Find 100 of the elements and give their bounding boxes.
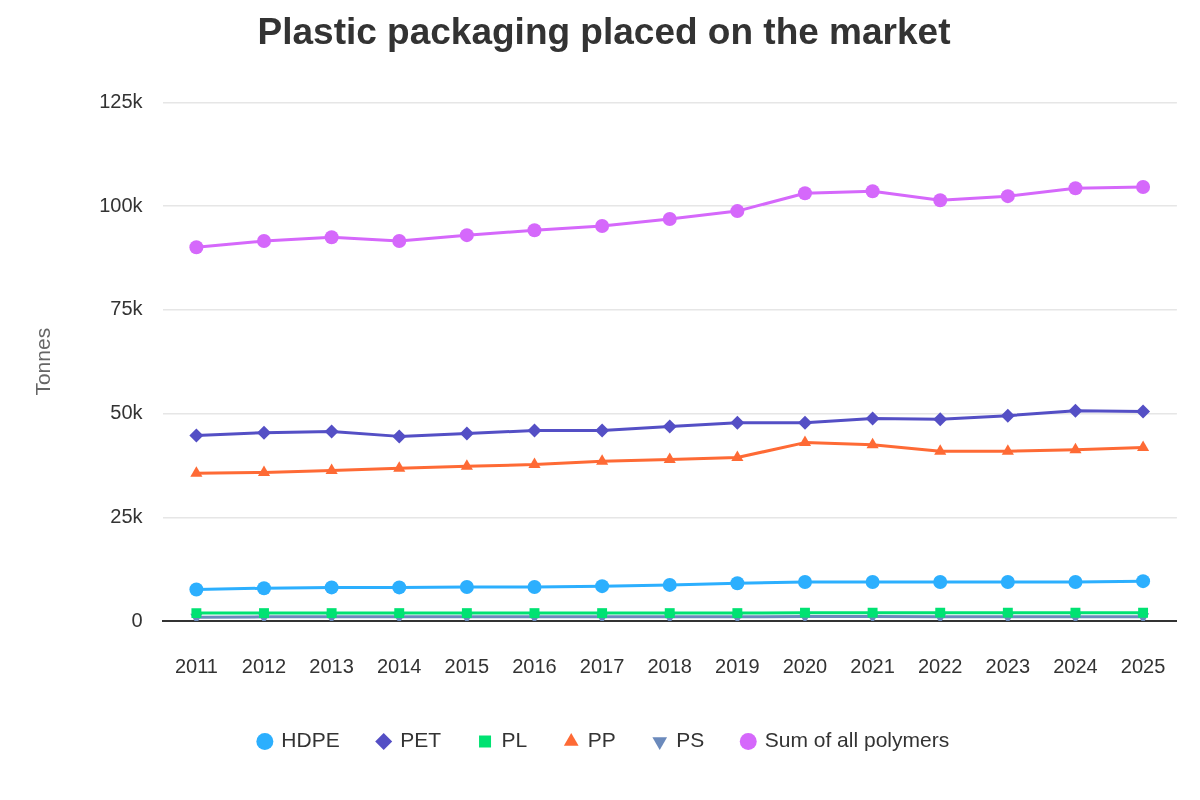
legend-label: PP <box>587 728 616 752</box>
x-tick-label: 2015 <box>444 654 490 677</box>
point <box>797 186 812 201</box>
y-tick-label: 25k <box>110 504 144 527</box>
point <box>527 423 542 438</box>
legend-label: PL <box>501 728 528 752</box>
point <box>664 608 675 619</box>
y-tick-label: 0 <box>131 608 143 631</box>
point <box>259 608 269 619</box>
point <box>800 607 810 618</box>
x-tick-label: 2011 <box>174 654 218 677</box>
point <box>324 230 339 245</box>
point <box>662 419 677 434</box>
point <box>1000 575 1015 589</box>
point <box>392 233 407 248</box>
point <box>730 204 745 219</box>
point <box>663 452 676 464</box>
y-tick-label: 100k <box>99 193 144 216</box>
point <box>933 193 948 208</box>
x-tick-label: 2017 <box>579 654 625 677</box>
point <box>1136 404 1151 419</box>
point <box>528 457 541 469</box>
point <box>527 579 542 594</box>
point <box>662 577 677 592</box>
point <box>1136 574 1151 589</box>
legend-label: Sum of all polymers <box>764 728 950 752</box>
x-tick-label: 2012 <box>241 654 287 677</box>
point <box>1000 189 1015 204</box>
point <box>392 429 407 444</box>
point <box>867 607 878 618</box>
point <box>595 423 610 438</box>
point <box>797 415 812 430</box>
x-tick-label: 2025 <box>1120 654 1166 677</box>
point <box>934 444 947 455</box>
point <box>189 428 204 443</box>
x-tick-label: 2023 <box>985 654 1031 677</box>
point <box>597 608 608 619</box>
point <box>595 219 610 234</box>
legend-label: HDPE <box>281 728 340 752</box>
point <box>257 465 271 476</box>
point <box>1136 180 1151 195</box>
point <box>1137 440 1150 452</box>
point <box>595 579 610 594</box>
point <box>797 575 812 589</box>
point <box>1000 408 1015 423</box>
point <box>730 576 745 591</box>
point <box>324 580 339 595</box>
point <box>933 412 948 427</box>
point <box>865 575 880 589</box>
point <box>1070 607 1081 618</box>
y-tick-label: 125k <box>99 89 144 112</box>
y-tick-label: 75k <box>110 297 144 320</box>
point <box>662 211 677 226</box>
chart-title: Plastic packaging placed on the market <box>257 11 951 53</box>
point <box>393 461 406 472</box>
point <box>1068 403 1083 418</box>
x-tick-label: 2022 <box>917 654 963 677</box>
point <box>325 463 338 474</box>
point <box>1001 444 1014 455</box>
point <box>732 608 743 619</box>
point <box>865 411 880 426</box>
point <box>1002 607 1013 618</box>
point <box>1069 442 1082 454</box>
point <box>257 233 271 248</box>
point <box>459 579 474 594</box>
point <box>460 459 473 470</box>
point <box>392 580 407 595</box>
point <box>1068 181 1083 196</box>
point <box>394 608 405 619</box>
point <box>730 415 745 430</box>
point <box>189 240 204 255</box>
point <box>866 437 879 449</box>
point <box>865 184 880 199</box>
x-tick-label: 2024 <box>1053 654 1098 677</box>
point <box>596 454 609 465</box>
point <box>731 450 744 462</box>
point <box>1138 607 1149 618</box>
x-tick-label: 2019 <box>715 654 760 677</box>
point <box>189 582 204 597</box>
point <box>935 607 946 618</box>
legend-label: PET <box>400 728 442 752</box>
y-tick-label: 50k <box>110 401 144 424</box>
x-tick-label: 2020 <box>782 654 828 677</box>
point <box>191 608 202 619</box>
point <box>461 608 472 619</box>
point <box>257 425 271 440</box>
legend-label: PS <box>676 728 705 752</box>
point <box>1068 575 1083 589</box>
x-tick-label: 2021 <box>850 654 895 677</box>
point <box>190 466 203 477</box>
point <box>324 424 339 439</box>
point <box>257 581 271 596</box>
point <box>527 223 542 238</box>
point <box>326 608 337 619</box>
x-tick-label: 2018 <box>647 654 692 677</box>
point <box>933 575 948 589</box>
point <box>459 228 474 243</box>
point <box>459 426 474 441</box>
y-axis-title: Tonnes <box>31 327 55 396</box>
x-tick-label: 2014 <box>377 654 422 677</box>
